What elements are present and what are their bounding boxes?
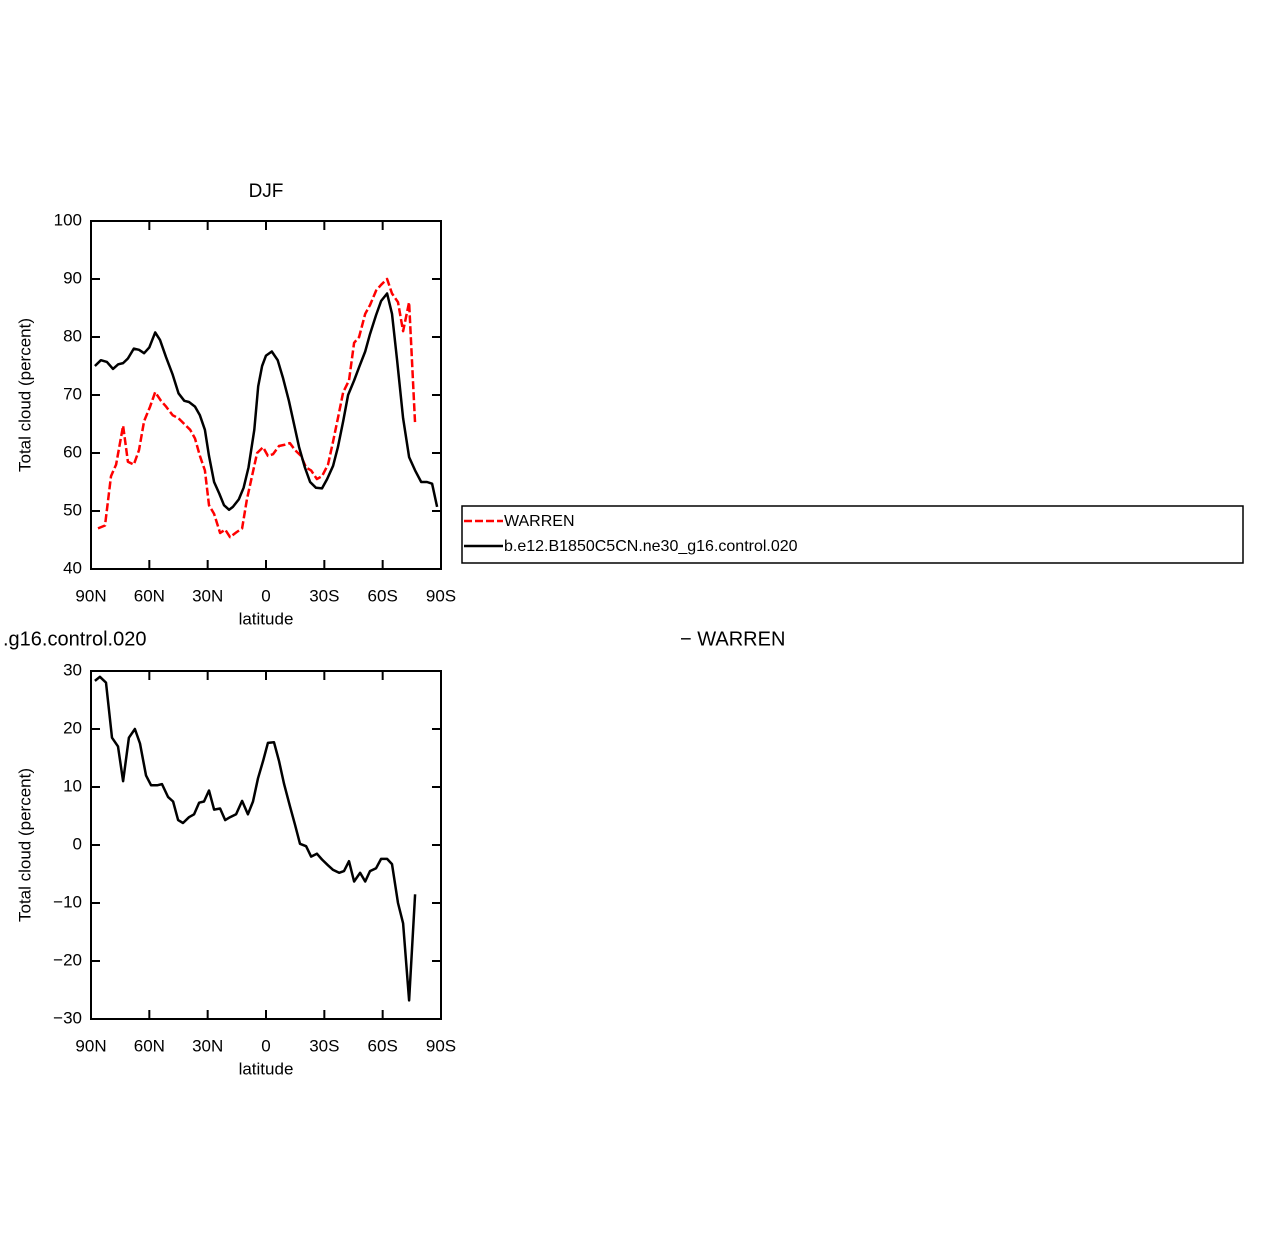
y-tick-label: 0: [73, 834, 82, 853]
series-line: [94, 292, 439, 512]
x-tick-label: 30N: [192, 586, 223, 605]
y-tick-label: 100: [54, 210, 82, 229]
x-tick-label: 30N: [192, 1036, 223, 1055]
chart-title: DJF: [249, 181, 284, 202]
legend-label: WARREN: [504, 513, 575, 530]
x-tick-label: 60N: [134, 586, 165, 605]
y-tick-label: −30: [53, 1008, 82, 1027]
y-tick-label: 40: [63, 558, 82, 577]
y-tick-label: −20: [53, 950, 82, 969]
legend-box: [461, 505, 1244, 564]
x-tick-label: 60S: [368, 1036, 398, 1055]
x-tick-label: 90S: [426, 1036, 456, 1055]
x-tick-label: 30S: [309, 586, 339, 605]
x-tick-label: 90S: [426, 586, 456, 605]
series-line: [97, 277, 417, 539]
title-left: .g16.control.020: [3, 628, 146, 650]
x-tick-label: 90N: [75, 1036, 106, 1055]
y-tick-label: 60: [63, 442, 82, 461]
y-tick-label: 20: [63, 718, 82, 737]
y-tick-label: 70: [63, 384, 82, 403]
y-tick-label: 50: [63, 500, 82, 519]
x-tick-label: 60N: [134, 1036, 165, 1055]
y-tick-label: 90: [63, 268, 82, 287]
y-tick-label: −10: [53, 892, 82, 911]
y-tick-label: 30: [63, 660, 82, 679]
series-line: [94, 675, 417, 1002]
x-tick-label: 30S: [309, 1036, 339, 1055]
y-axis-label: Total cloud (percent): [15, 318, 34, 472]
y-tick-label: 10: [63, 776, 82, 795]
x-tick-label: 60S: [368, 586, 398, 605]
x-tick-label: 90N: [75, 586, 106, 605]
x-tick-label: 0: [261, 1036, 270, 1055]
x-axis-label: latitude: [239, 609, 294, 628]
title-right: − WARREN: [680, 628, 785, 650]
y-tick-label: 80: [63, 326, 82, 345]
legend-label: b.e12.B1850C5CN.ne30_g16.control.020: [504, 538, 798, 555]
plot-frame: [90, 220, 442, 570]
x-axis-label: latitude: [239, 1059, 294, 1078]
plot-frame: [90, 670, 442, 1020]
y-axis-label: Total cloud (percent): [15, 768, 34, 922]
x-tick-label: 0: [261, 586, 270, 605]
